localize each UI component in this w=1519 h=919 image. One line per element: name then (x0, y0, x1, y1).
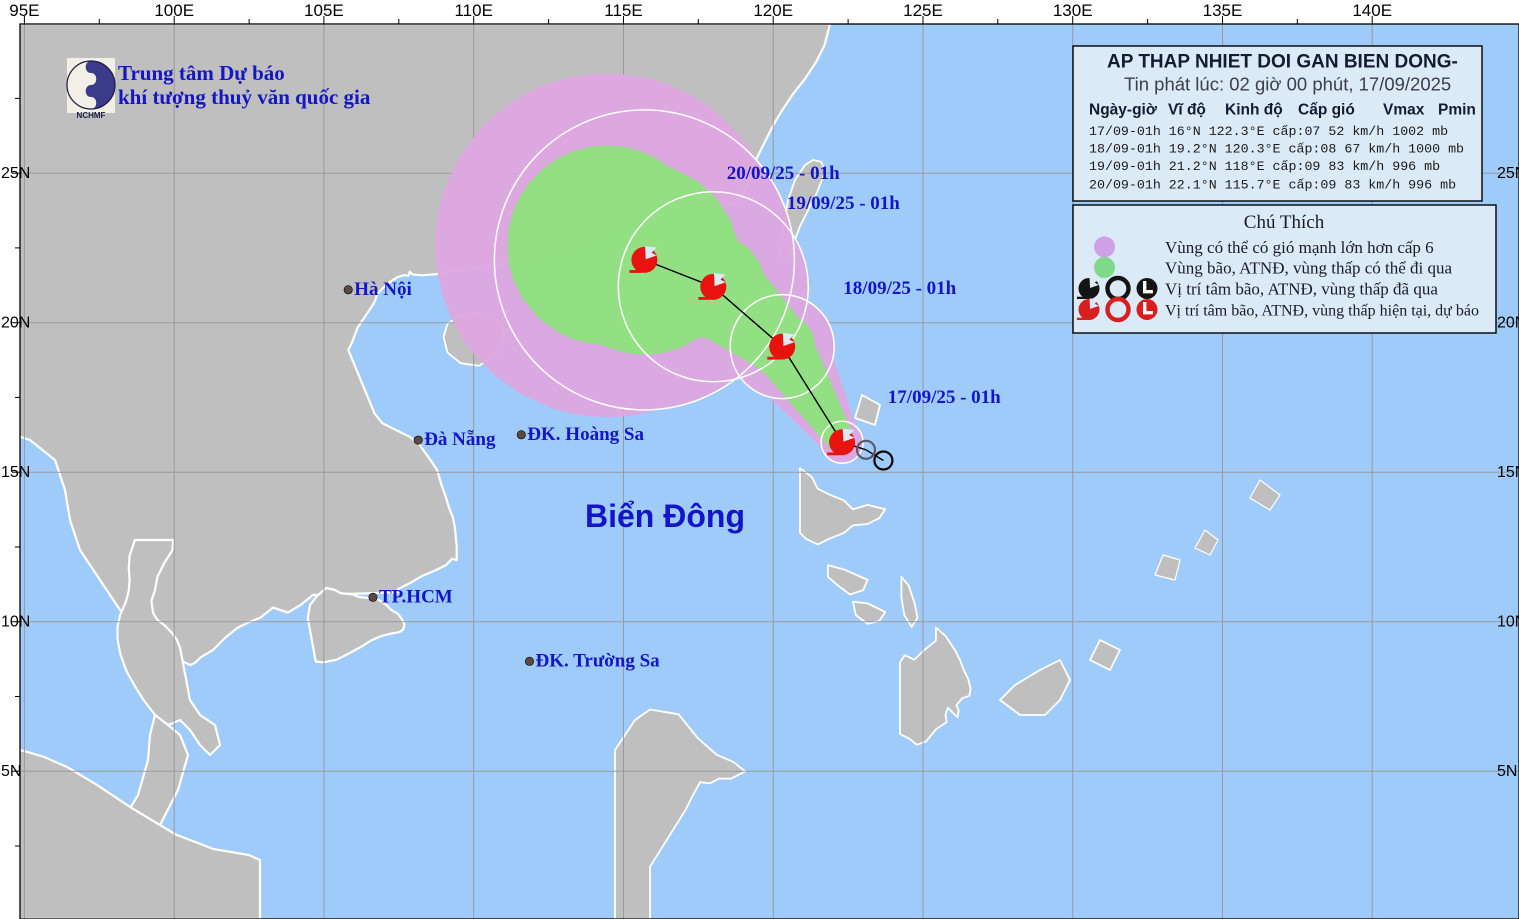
svg-text:5N: 5N (1497, 763, 1517, 780)
svg-text:Ngày-giờ: Ngày-giờ (1089, 102, 1158, 119)
svg-text:130E: 130E (1053, 1, 1093, 20)
svg-text:100E: 100E (154, 1, 194, 20)
svg-text:20/09/25 - 01h: 20/09/25 - 01h (727, 163, 840, 184)
svg-text:120E: 120E (753, 1, 793, 20)
svg-text:Đà Nẵng: Đà Nẵng (424, 429, 496, 450)
svg-text:15N: 15N (1, 464, 30, 481)
svg-text:115E: 115E (604, 1, 642, 20)
svg-text:ĐK. Hoàng Sa: ĐK. Hoàng Sa (527, 424, 644, 445)
svg-text:Pmin: Pmin (1438, 102, 1476, 119)
svg-text:19/09-01h 21.2°N 118°E cấp:0: 19/09-01h 21.2°N 118°E cấp:09 83 km/h 99… (1089, 159, 1440, 174)
svg-text:20/09-01h 22.1°N 115.7°E cấp:0: 20/09-01h 22.1°N 115.7°E cấp:09 83 km/h … (1089, 178, 1456, 193)
svg-text:10N: 10N (1, 614, 30, 631)
svg-text:ĐK. Trường Sa: ĐK. Trường Sa (536, 650, 661, 671)
svg-text:19/09/25 - 01h: 19/09/25 - 01h (787, 193, 900, 214)
svg-text:Vị trí tâm bão, ATNĐ, vùng thấ: Vị trí tâm bão, ATNĐ, vùng thấp đã qua (1165, 280, 1438, 299)
svg-text:Cấp gió: Cấp gió (1298, 102, 1355, 119)
svg-text:AP THAP NHIET DOI GAN BIEN DON: AP THAP NHIET DOI GAN BIEN DONG- (1107, 52, 1458, 73)
svg-text:khí tượng thuỷ văn quốc gia: khí tượng thuỷ văn quốc gia (118, 85, 371, 109)
svg-text:Trung tâm Dự báo: Trung tâm Dự báo (118, 61, 285, 85)
svg-text:125E: 125E (903, 1, 943, 20)
svg-text:110E: 110E (454, 1, 492, 20)
svg-text:20N: 20N (1, 315, 30, 332)
svg-text:TP.HCM: TP.HCM (379, 586, 453, 607)
svg-text:135E: 135E (1203, 1, 1243, 20)
svg-text:Vùng có thể có gió mạnh lớn hơ: Vùng có thể có gió mạnh lớn hơn cấp 6 (1165, 238, 1434, 257)
svg-text:18/09-01h 19.2°N 120.3°E cấp:0: 18/09-01h 19.2°N 120.3°E cấp:08 67 km/h … (1089, 141, 1464, 156)
svg-text:Vĩ độ: Vĩ độ (1168, 102, 1206, 119)
svg-text:Biển Đông: Biển Đông (585, 498, 745, 534)
svg-text:Chú Thích: Chú Thích (1244, 212, 1325, 233)
svg-text:95E: 95E (9, 1, 39, 20)
svg-text:10N: 10N (1497, 614, 1519, 631)
svg-text:NCHMF: NCHMF (77, 111, 106, 120)
svg-text:17/09-01h 16°N 122.3°E cấp:0: 17/09-01h 16°N 122.3°E cấp:07 52 km/h 10… (1089, 124, 1448, 139)
svg-text:20N: 20N (1497, 315, 1519, 332)
svg-text:Vị trí tâm bão, ATNĐ, vùng thấ: Vị trí tâm bão, ATNĐ, vùng thấp hiện tại… (1165, 303, 1479, 320)
svg-text:Hà Nội: Hà Nội (354, 279, 412, 300)
svg-text:25N: 25N (1497, 165, 1519, 182)
svg-text:5N: 5N (1, 763, 21, 780)
svg-text:25N: 25N (1, 165, 30, 182)
svg-text:15N: 15N (1497, 464, 1519, 481)
svg-text:18/09/25 - 01h: 18/09/25 - 01h (843, 278, 956, 299)
svg-text:105E: 105E (304, 1, 344, 20)
svg-text:Tin phát lúc: 02 giờ 00 phút,: Tin phát lúc: 02 giờ 00 phút, 17/09/2025 (1124, 73, 1451, 94)
svg-text:Kinh độ: Kinh độ (1225, 102, 1283, 119)
svg-text:Vùng bão, ATNĐ, vùng thấp có t: Vùng bão, ATNĐ, vùng thấp có thể đi qua (1165, 259, 1453, 278)
svg-text:17/09/25 - 01h: 17/09/25 - 01h (888, 387, 1001, 408)
svg-text:140E: 140E (1352, 1, 1392, 20)
svg-text:Vmax: Vmax (1383, 102, 1425, 119)
